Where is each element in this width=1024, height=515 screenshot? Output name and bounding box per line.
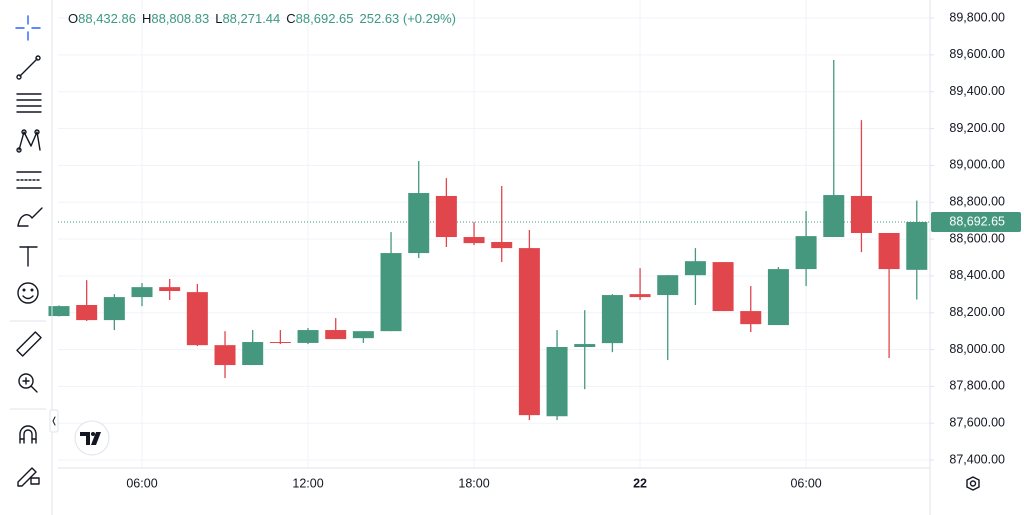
candle-body [48,306,70,317]
candle-body [657,275,679,296]
candle-body [601,295,623,344]
last-price-label: 88,692.65 [949,214,1005,228]
magnet-tool[interactable] [19,425,37,444]
candle-body [463,237,485,244]
y-tick-label: 89,000.00 [949,158,1005,172]
candle-body [325,330,347,340]
candle-body [906,222,928,270]
y-tick-label: 87,600.00 [949,416,1005,430]
x-tick-label: 22 [633,476,647,490]
tv-logo [74,420,110,456]
candle-body [214,345,236,366]
ohlc-value: 88,271.44 [222,11,281,26]
candle-body [76,305,98,321]
settings-button[interactable] [966,476,980,491]
candle-body [491,242,513,249]
ohlc-item: C88,692.65 [286,11,353,26]
y-tick-label: 89,200.00 [949,121,1005,135]
x-tick-label: 06:00 [126,476,157,490]
candle-body [795,236,817,270]
y-tick-label: 87,400.00 [949,452,1005,466]
candle-body [103,297,125,321]
candle-body [850,195,872,233]
candle-body [712,262,734,312]
ohlc-value: 88,808.83 [151,11,210,26]
candle-body [297,330,319,343]
candles [48,60,928,421]
candle-body [767,269,789,326]
candle-body [159,287,181,292]
grid [58,0,930,468]
pattern-tool[interactable] [16,129,41,153]
ohlc-value: 88,432.86 [78,11,136,26]
y-tick-label: 88,600.00 [949,231,1005,245]
candle-body [131,287,153,298]
candle-body [546,346,568,417]
last-price-tag [931,212,1021,233]
crosshair-tool[interactable] [15,15,41,41]
lines-tool[interactable] [16,93,42,113]
candle-body [269,342,291,344]
toolbar [10,15,59,487]
y-tick-label: 89,400.00 [949,84,1005,98]
candle-body [740,311,762,325]
ruler-tool[interactable] [16,331,42,357]
ohlc-key: L [215,11,223,26]
candle-body [242,342,264,366]
zoom-tool[interactable] [18,373,38,393]
candle-body [629,294,651,298]
y-tick-label: 88,200.00 [949,305,1005,319]
ohlc-key: C [286,11,296,26]
emoji-tool[interactable] [17,282,39,304]
candle-body [684,261,706,276]
y-tick-label: 87,800.00 [949,379,1005,393]
ohlc-item: O88,432.86 [68,11,136,26]
candle-body [518,248,540,416]
candle-body [878,232,900,270]
candle-body [574,344,596,347]
fib-tool[interactable] [16,171,42,189]
collapse-toggle[interactable] [49,409,59,433]
collapse-arrow [52,416,56,426]
ohlc-legend: O88,432.86 H88,808.83 L88,271.44 C88,692.65… [68,11,456,26]
ohlc-key: H [141,11,152,26]
candle-body [435,195,457,238]
y-tick-label: 89,600.00 [949,47,1005,61]
lock-drawing-tool[interactable] [17,467,40,487]
candle-body [352,331,374,339]
brush-tool[interactable] [17,207,43,227]
text-tool[interactable] [19,246,38,267]
y-tick-label: 88,400.00 [949,268,1005,282]
ohlc-item: L88,271.44 [215,11,280,26]
y-tick-label: 89,800.00 [949,10,1005,24]
candle-body [186,292,208,346]
change: 252.63 (+0.29%) [359,11,456,26]
ohlc-value: 88,692.65 [295,11,354,26]
ohlc-key: O [68,11,79,26]
ohlc-item: H88,808.83 [142,11,209,26]
x-tick-label: 06:00 [790,476,821,490]
x-tick-label: 12:00 [292,476,323,490]
trendline-tool[interactable] [16,55,41,80]
y-tick-label: 88,000.00 [949,342,1005,356]
candle-body [380,253,402,332]
candle-body [408,193,430,254]
candle-body [823,195,845,238]
y-tick-label: 88,800.00 [949,195,1005,209]
x-tick-label: 18:00 [458,476,489,490]
